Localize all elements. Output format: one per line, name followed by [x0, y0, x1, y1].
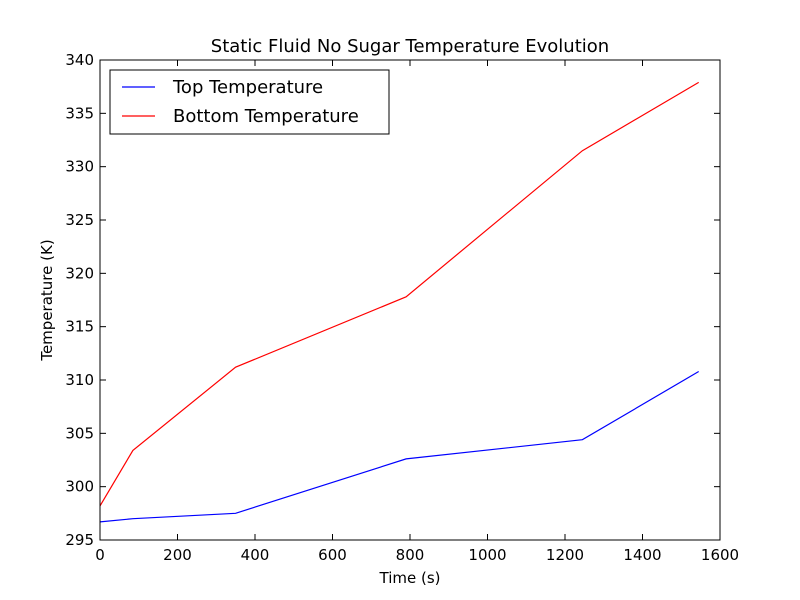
x-tick-label: 1400: [623, 546, 661, 564]
legend: Top Temperature Bottom Temperature: [109, 69, 390, 135]
y-tick-label: 300: [65, 478, 94, 496]
x-tick-label: 1000: [468, 546, 506, 564]
y-tick-label: 310: [65, 371, 94, 389]
y-tick-label: 305: [65, 424, 94, 442]
series-line-top-temperature: [99, 370, 700, 523]
x-tick-label: 0: [95, 546, 105, 564]
y-tick-label: 295: [65, 531, 94, 549]
x-tick-label: 600: [318, 546, 347, 564]
y-tick-label: 315: [65, 318, 94, 336]
chart-title: Static Fluid No Sugar Temperature Evolut…: [211, 36, 609, 57]
legend-label-top-temperature: Top Temperature: [172, 77, 323, 98]
x-tick-label: 200: [163, 546, 192, 564]
x-axis-title: Time (s): [379, 569, 441, 587]
series-layer: [99, 81, 700, 523]
plot-area-frame: [99, 59, 721, 541]
y-axis-title: Temperature (K): [38, 239, 56, 361]
y-tick-label: 325: [65, 211, 94, 229]
x-tick-label: 800: [396, 546, 425, 564]
x-tick-label: 1600: [701, 546, 739, 564]
x-tick-label: 1200: [546, 546, 584, 564]
series-line-bottom-temperature: [99, 81, 700, 507]
y-tick-label: 330: [65, 158, 94, 176]
x-tick-label: 400: [241, 546, 270, 564]
y-tick-label: 340: [65, 51, 94, 69]
y-tick-label: 320: [65, 264, 94, 282]
legend-entries: Top Temperature Bottom Temperature: [122, 77, 359, 127]
legend-label-bottom-temperature: Bottom Temperature: [173, 106, 359, 127]
ticks-layer: 0 200 400 600 800 1000 1200 1400 1600 295 300 305 31…: [65, 51, 739, 564]
legend-box: [109, 69, 390, 135]
y-tick-label: 335: [65, 104, 94, 122]
